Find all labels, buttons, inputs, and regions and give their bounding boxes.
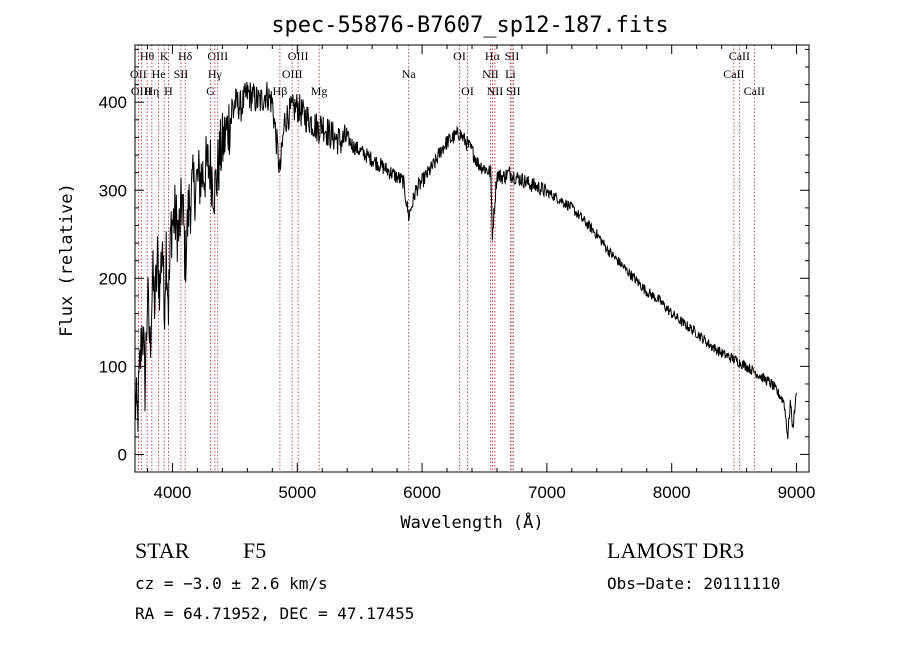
marker-label: OI (453, 49, 466, 63)
marker-label: OIII (288, 49, 309, 63)
marker-label: OIII (207, 49, 228, 63)
x-axis-label: Wavelength (Å) (400, 511, 543, 533)
y-tick-label: 100 (99, 357, 127, 376)
marker-label: Hα (485, 49, 501, 63)
y-axis: 0 100 200 300 400 (99, 48, 809, 464)
spectrum-series (134, 81, 797, 440)
observation-date: Obs−Date: 20111110 (607, 574, 781, 593)
marker-label: Hδ (178, 49, 193, 63)
x-tick-label: 8000 (653, 483, 691, 502)
marker-label: Hγ (208, 67, 223, 81)
y-axis-label: Flux (relative) (57, 183, 77, 337)
x-tick-label: 4000 (154, 483, 192, 502)
marker-label: OI (461, 84, 474, 98)
marker-label: Na (402, 67, 417, 81)
x-tick-label: 9000 (778, 483, 816, 502)
marker-label: OII (130, 67, 147, 81)
marker-label: CaII (723, 67, 744, 81)
y-tick-label: 300 (99, 181, 127, 200)
marker-label: Hβ (273, 84, 288, 98)
marker-label: Li (505, 67, 516, 81)
x-tick-label: 5000 (278, 483, 316, 502)
y-tick-label: 200 (99, 269, 127, 288)
spectral-line-markers: Hθ K Hδ OIII OIII OI Hα SII CaII OII He SII Hγ OIII Na… (130, 45, 765, 472)
marker-label: K (160, 49, 169, 63)
x-axis: 4000 5000 6000 7000 8000 9000 (146, 45, 816, 502)
x-tick-label: 7000 (528, 483, 566, 502)
survey-name: LAMOST DR3 (607, 538, 745, 563)
subclass: F5 (243, 538, 267, 563)
marker-label: G (206, 84, 215, 98)
chart-title: spec-55876-B7607_sp12-187.fits (271, 13, 668, 38)
marker-label: He (152, 67, 166, 81)
marker-label: CaII (729, 49, 750, 63)
marker-label: OIII (131, 84, 152, 98)
x-tick-label: 6000 (403, 483, 441, 502)
marker-label: CaII (744, 84, 765, 98)
redshift-readout: cz = −3.0 ± 2.6 km/s (135, 574, 328, 593)
coordinates: RA = 64.71952, DEC = 47.17455 (135, 604, 415, 623)
marker-label: NII (482, 67, 499, 81)
marker-label: SII (174, 67, 189, 81)
spectrum-line (134, 81, 797, 440)
marker-label: SII (505, 49, 520, 63)
object-class: STAR (135, 538, 190, 563)
marker-label: SII (506, 84, 521, 98)
marker-label: Mg (311, 84, 328, 98)
y-tick-label: 400 (99, 93, 127, 112)
marker-label: OIII (282, 67, 303, 81)
plot-frame (134, 44, 810, 473)
marker-label: NII (487, 84, 504, 98)
marker-label: H (164, 84, 173, 98)
marker-label: Hθ (140, 49, 155, 63)
marker-label: Hη (144, 84, 159, 98)
y-tick-label: 0 (118, 445, 127, 464)
